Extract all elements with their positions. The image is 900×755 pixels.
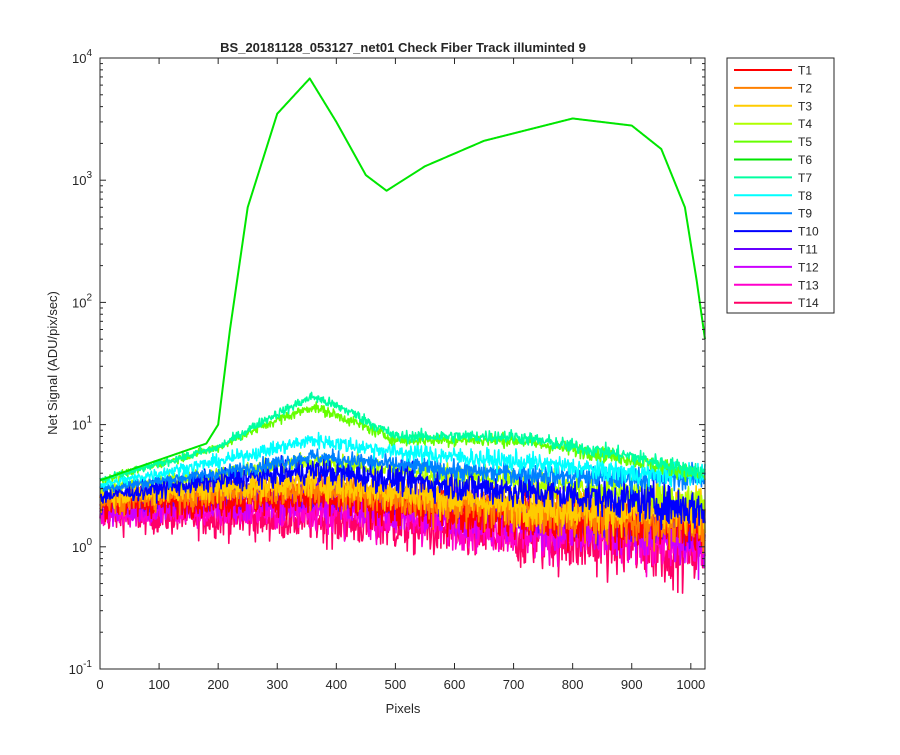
x-tick-label: 800 (562, 677, 584, 692)
legend-label-t6: T6 (798, 153, 812, 167)
series-line-t6 (99, 77, 706, 482)
legend-label-t7: T7 (798, 171, 812, 185)
series-layer (99, 77, 706, 594)
legend-label-t14: T14 (798, 296, 819, 310)
x-tick-label: 0 (96, 677, 103, 692)
y-axis: 10-1 100 101 102 103 104 (69, 48, 705, 677)
x-tick-label: 600 (444, 677, 466, 692)
legend-label-t10: T10 (798, 225, 819, 239)
x-tick-label: 900 (621, 677, 643, 692)
series-line-t7 (99, 391, 706, 482)
legend-label-t3: T3 (798, 99, 812, 113)
x-tick-label: 1000 (676, 677, 705, 692)
y-tick-label: 104 (72, 48, 92, 66)
legend-label-t1: T1 (798, 64, 812, 78)
y-tick-label: 101 (72, 415, 92, 433)
chart-title: BS_20181128_053127_net01 Check Fiber Tra… (220, 40, 586, 55)
legend-box (726, 57, 835, 314)
x-tick-label: 200 (207, 677, 229, 692)
x-tick-label: 700 (503, 677, 525, 692)
x-tick-label: 100 (148, 677, 170, 692)
x-axis-label: Pixels (386, 701, 421, 716)
y-axis-label: Net Signal (ADU/pix/sec) (45, 291, 60, 435)
series-line-t3 (99, 466, 706, 538)
legend-label-t12: T12 (798, 260, 819, 274)
x-axis: 0 100 200 300 400 500 600 700 800 900 1000 (96, 58, 705, 692)
series-line-t8 (99, 431, 706, 489)
series-line-t1 (99, 474, 706, 552)
x-tick-label: 500 (385, 677, 407, 692)
y-tick-label: 10-1 (69, 659, 93, 677)
legend-label-t9: T9 (798, 207, 812, 221)
y-tick-label: 103 (72, 170, 92, 188)
plot-frame (99, 57, 706, 670)
legend-label-t13: T13 (798, 278, 819, 292)
legend-label-t11: T11 (798, 243, 818, 257)
legend-label-t8: T8 (798, 189, 812, 203)
legend-label-t5: T5 (798, 135, 812, 149)
x-tick-label: 400 (325, 677, 347, 692)
legend-label-t2: T2 (798, 81, 812, 95)
legend-label-t4: T4 (798, 117, 812, 131)
legend[interactable]: T1 T2 T3 T4 T5 T6 T7 T8 T9 T10 T11 T12 T13 T14 (726, 57, 835, 314)
y-tick-label: 102 (72, 292, 92, 310)
x-tick-label: 300 (266, 677, 288, 692)
y-tick-label: 100 (72, 537, 92, 555)
